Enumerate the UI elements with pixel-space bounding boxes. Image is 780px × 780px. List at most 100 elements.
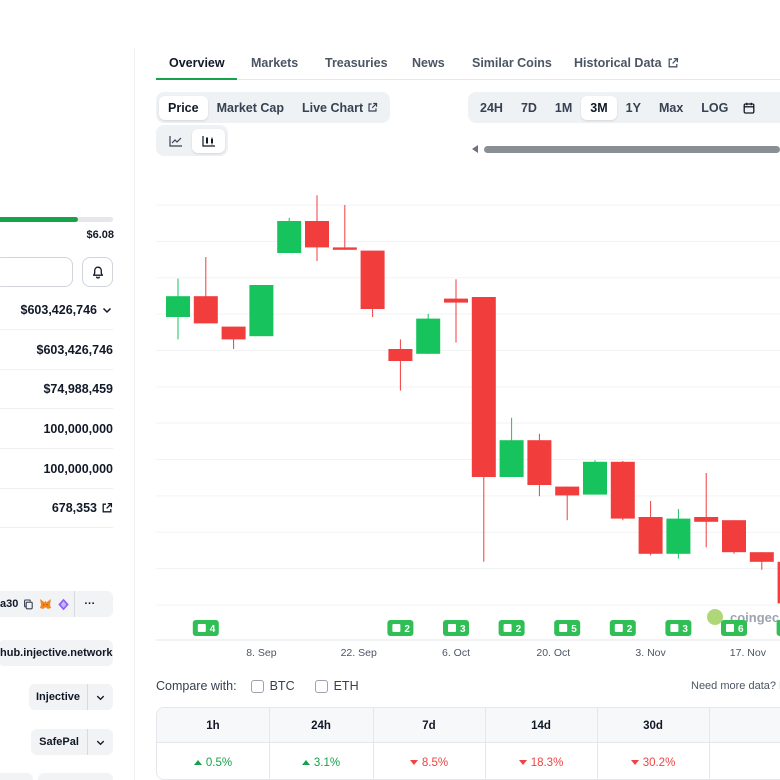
wallet-selector-safepal[interactable]: SafePal [31, 729, 113, 755]
candle-down[interactable] [722, 520, 746, 553]
navigator-left-arrow-icon[interactable] [472, 145, 478, 153]
news-event-badge[interactable]: 2 [609, 620, 636, 636]
candle-up[interactable] [583, 461, 607, 495]
candle-down[interactable] [527, 440, 552, 485]
candle-down[interactable] [360, 250, 385, 309]
price-alert-button[interactable] [82, 257, 113, 287]
stat-market-cap[interactable]: $603,426,746 [0, 291, 113, 330]
more-options-button[interactable]: ··· [75, 591, 104, 617]
badge-count: 2 [627, 624, 633, 635]
range-1y[interactable]: 1Y [617, 96, 650, 120]
stat-circulating-supply: 100,000,000 [0, 410, 113, 449]
event-badges: 4 2 3 2 5 2 3 6 3 [192, 620, 780, 636]
tab-historical-data[interactable]: Historical Data [574, 56, 679, 70]
period-header: 1h [206, 719, 220, 732]
compare-btc-label[interactable]: BTC [269, 679, 295, 693]
range-3m[interactable]: 3M [581, 95, 617, 120]
tab-price[interactable]: Price [159, 95, 208, 120]
candle-down[interactable] [749, 552, 774, 562]
candle-down[interactable] [444, 298, 468, 303]
explorer-link-pill[interactable]: hub.injective.network [0, 640, 113, 666]
chart-navigator[interactable] [472, 145, 780, 154]
column-separator [597, 708, 598, 779]
date-range-button[interactable] [737, 96, 761, 120]
tab-label: Historical Data [574, 56, 662, 70]
tab-similar-coins[interactable]: Similar Coins [472, 56, 552, 70]
explorer-link-text: hub.injective.network [0, 647, 113, 659]
column-separator [373, 708, 374, 779]
line-chart-button[interactable] [159, 129, 192, 153]
candle-up[interactable] [666, 518, 691, 554]
copy-icon[interactable] [23, 598, 34, 610]
news-event-badge[interactable]: 5 [554, 620, 581, 636]
news-event-badge[interactable]: 2 [498, 620, 525, 636]
news-event-badge[interactable]: 6 [721, 620, 747, 636]
candle-down[interactable] [388, 349, 413, 361]
stat-holders[interactable]: 678,353 [0, 489, 113, 528]
candle-down[interactable] [193, 296, 218, 324]
candle-down[interactable] [221, 326, 246, 340]
contract-address-pill[interactable]: a30 ··· [0, 591, 113, 617]
column-separator [269, 708, 270, 779]
compare-btc-checkbox[interactable] [250, 679, 264, 693]
compare-eth-checkbox[interactable] [314, 679, 328, 693]
tab-markets[interactable]: Markets [251, 56, 298, 70]
x-tick-label: 20. Oct [536, 647, 570, 659]
candle-down[interactable] [694, 517, 719, 522]
candle-down[interactable] [332, 247, 357, 250]
candle-down[interactable] [638, 517, 663, 554]
candlestick-icon [201, 135, 215, 147]
candle-down[interactable] [471, 297, 496, 477]
range-24h[interactable]: 24H [471, 96, 512, 120]
candle-up[interactable] [249, 285, 274, 337]
column-separator [485, 708, 486, 779]
range-log[interactable]: LOG [692, 96, 737, 120]
news-event-badge[interactable]: 3 [665, 620, 692, 636]
candle-up[interactable] [166, 296, 190, 317]
wallet-diamond-icon[interactable] [57, 598, 70, 611]
portfolio-button[interactable] [0, 257, 73, 287]
tab-live-chart[interactable]: Live Chart [293, 96, 387, 120]
wallet-selector-injective[interactable]: Injective [29, 684, 113, 710]
wallet-selector-partial[interactable] [0, 773, 33, 780]
tab-market-cap[interactable]: Market Cap [208, 96, 293, 120]
news-event-badge[interactable]: 3 [443, 620, 469, 636]
badge-count: 5 [571, 624, 577, 635]
triangle-down-icon [409, 760, 418, 765]
tab-news[interactable]: News [412, 56, 445, 70]
news-event-badge[interactable]: 2 [387, 620, 414, 636]
coin-sidebar: $6.08 $603,426,746 $603,426,746 $74,988,… [0, 0, 122, 780]
badge-count: 2 [404, 624, 410, 635]
tab-treasuries[interactable]: Treasuries [325, 56, 388, 70]
need-more-data-link[interactable]: Need more data? E [691, 680, 780, 692]
wallet-name: SafePal [39, 736, 79, 748]
candlestick-chart-button[interactable] [192, 128, 225, 153]
range-max[interactable]: Max [650, 96, 692, 120]
period-change [709, 744, 780, 779]
candle-down[interactable] [305, 221, 329, 248]
news-event-badge[interactable]: 3 [776, 620, 780, 636]
tab-overview[interactable]: Overview [169, 56, 225, 70]
navigator-scrollbar[interactable] [484, 146, 780, 153]
metamask-icon[interactable] [39, 598, 52, 610]
compare-eth-label[interactable]: ETH [333, 679, 359, 693]
candle-up[interactable] [499, 440, 524, 477]
triangle-down-icon [518, 760, 527, 765]
calendar-icon [743, 102, 755, 114]
price-range-bar [0, 217, 113, 222]
candle-up[interactable] [416, 318, 441, 354]
candle-up[interactable] [277, 221, 302, 253]
period-change: 0.5% [157, 744, 269, 779]
period-change: 8.5% [373, 744, 485, 779]
badge-count: 3 [682, 624, 688, 635]
range-1m[interactable]: 1M [546, 96, 581, 120]
candle-down[interactable] [555, 486, 580, 496]
tab-label: Live Chart [301, 100, 364, 115]
range-7d[interactable]: 7D [512, 96, 546, 120]
news-event-badge[interactable]: 4 [192, 620, 219, 636]
candle-down[interactable] [777, 561, 780, 604]
wallet-selector-partial[interactable] [38, 773, 113, 780]
contract-address-text: a30 [0, 598, 19, 610]
candle-down[interactable] [610, 461, 635, 519]
